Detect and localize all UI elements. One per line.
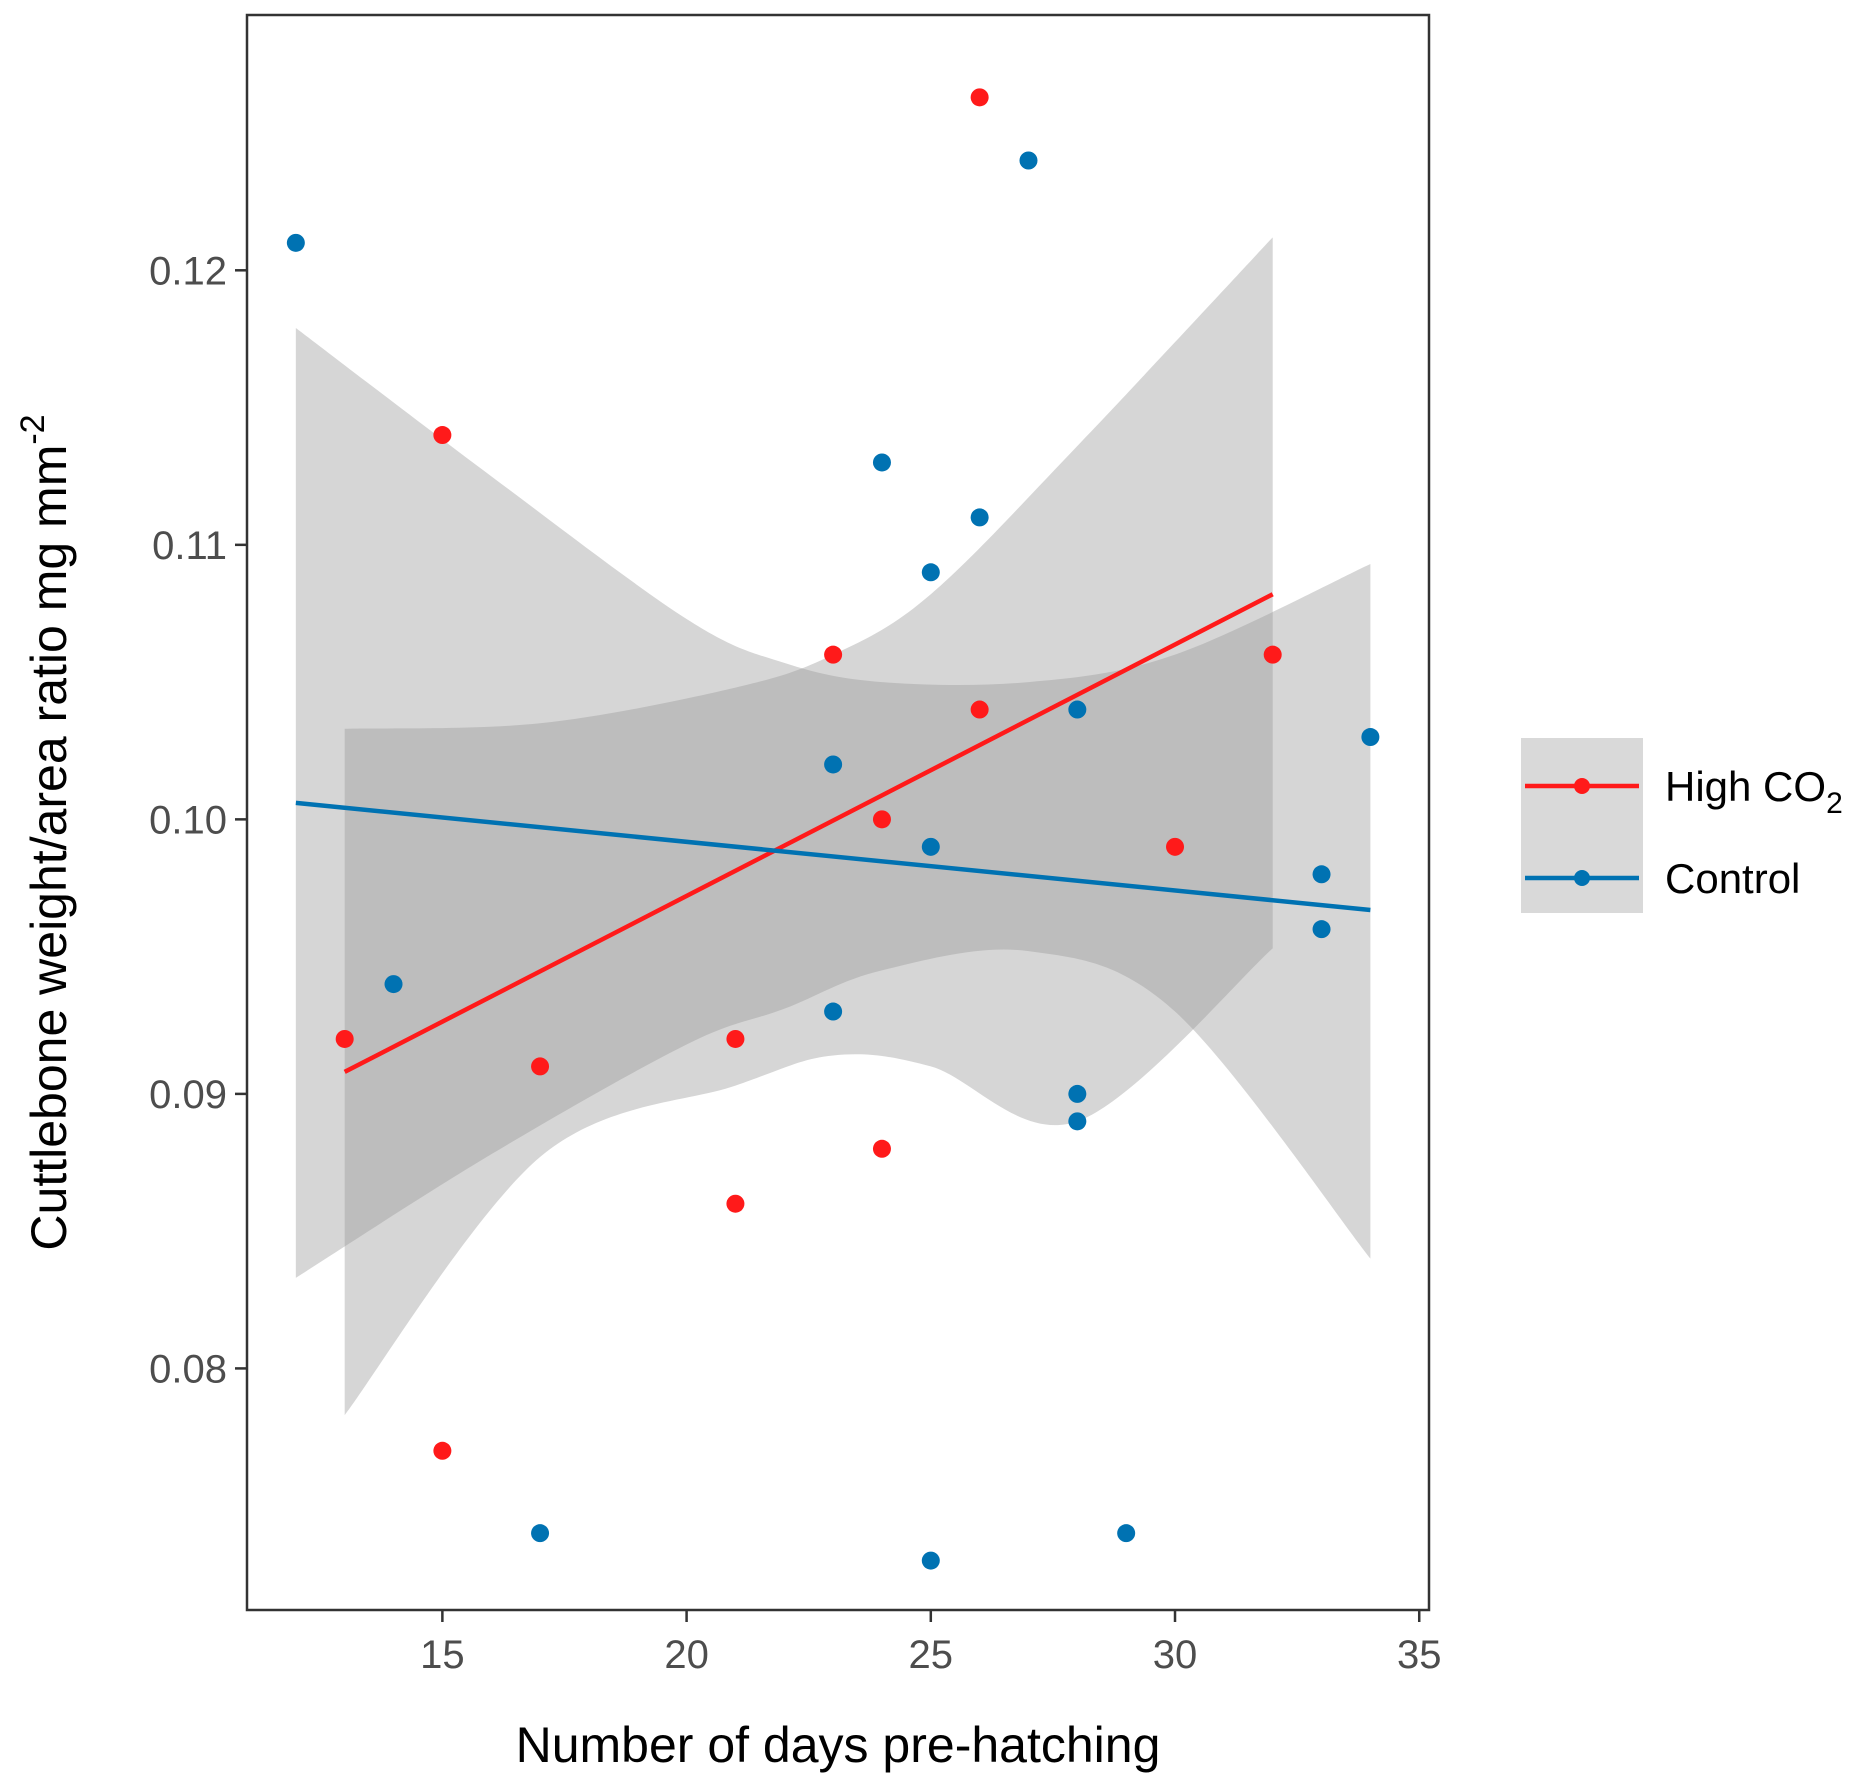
data-point (384, 975, 403, 994)
data-point (921, 837, 940, 856)
y-axis-title: Cuttlebone weight/area ratio mg mm-2 (14, 414, 77, 1250)
data-point (921, 1551, 940, 1570)
legend-key-background (1521, 738, 1643, 913)
y-tick-label: 0.12 (149, 249, 227, 293)
data-point (1068, 1112, 1087, 1131)
data-point (531, 1057, 550, 1076)
data-point (970, 700, 989, 719)
data-point (1068, 1084, 1087, 1103)
data-point (1263, 645, 1282, 664)
legend-label-main: Control (1665, 855, 1800, 902)
y-tick-label: 0.11 (152, 524, 227, 568)
data-point (921, 563, 940, 582)
data-point (433, 1441, 452, 1460)
data-point (1068, 700, 1087, 719)
y-tick-label: 0.08 (149, 1347, 227, 1391)
fit-lines (295, 592, 1371, 1074)
x-axis: 15 20 25 30 35 (420, 1610, 1441, 1677)
x-tick-label: 15 (420, 1633, 465, 1677)
data-point (726, 1029, 745, 1048)
legend-label-subscript: 2 (1826, 787, 1843, 820)
data-point (1312, 920, 1331, 939)
data-point (335, 1029, 354, 1048)
data-point (824, 1002, 843, 1021)
data-point (824, 755, 843, 774)
data-point (872, 453, 891, 472)
fit-line-1 (295, 800, 1371, 913)
data-point (286, 233, 305, 252)
data-point (531, 1524, 550, 1543)
ci-band-1 (295, 327, 1371, 1278)
legend-label: High CO2 (1665, 763, 1843, 820)
legend: High CO2 Control (1521, 738, 1843, 913)
data-point (970, 88, 989, 107)
confidence-bands (295, 237, 1371, 1416)
legend-key-point (1574, 778, 1590, 794)
data-point (433, 426, 452, 445)
data-point (1361, 728, 1380, 747)
data-point (1166, 837, 1185, 856)
x-tick-label: 30 (1153, 1633, 1198, 1677)
x-axis-title: Number of days pre-hatching (516, 1717, 1161, 1773)
data-point (1117, 1524, 1136, 1543)
data-point (824, 645, 843, 664)
y-axis: 0.08 0.09 0.10 0.11 0.12 (149, 249, 247, 1391)
plot-panel-border (245, 13, 1431, 1612)
y-tick-label: 0.09 (149, 1073, 227, 1117)
ci-band-0 (344, 237, 1273, 1416)
data-point (726, 1194, 745, 1213)
legend-label: Control (1665, 855, 1800, 902)
legend-label-main: High CO (1665, 763, 1826, 810)
fit-line-0 (343, 592, 1274, 1074)
y-axis-title-main: Cuttlebone weight/area ratio mg mm (21, 445, 77, 1251)
data-points (286, 88, 1380, 1570)
data-point (1019, 151, 1038, 170)
legend-key-point (1574, 870, 1590, 886)
data-point (872, 1139, 891, 1158)
x-tick-label: 25 (909, 1633, 954, 1677)
x-tick-label: 20 (664, 1633, 709, 1677)
data-point (872, 810, 891, 829)
x-tick-label: 35 (1397, 1633, 1442, 1677)
data-point (1312, 865, 1331, 884)
y-axis-title-superscript: -2 (14, 414, 52, 444)
data-point (970, 508, 989, 527)
y-tick-label: 0.10 (149, 798, 227, 842)
